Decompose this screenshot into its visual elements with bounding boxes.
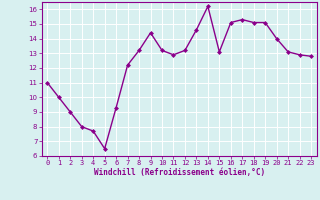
X-axis label: Windchill (Refroidissement éolien,°C): Windchill (Refroidissement éolien,°C) xyxy=(94,168,265,177)
